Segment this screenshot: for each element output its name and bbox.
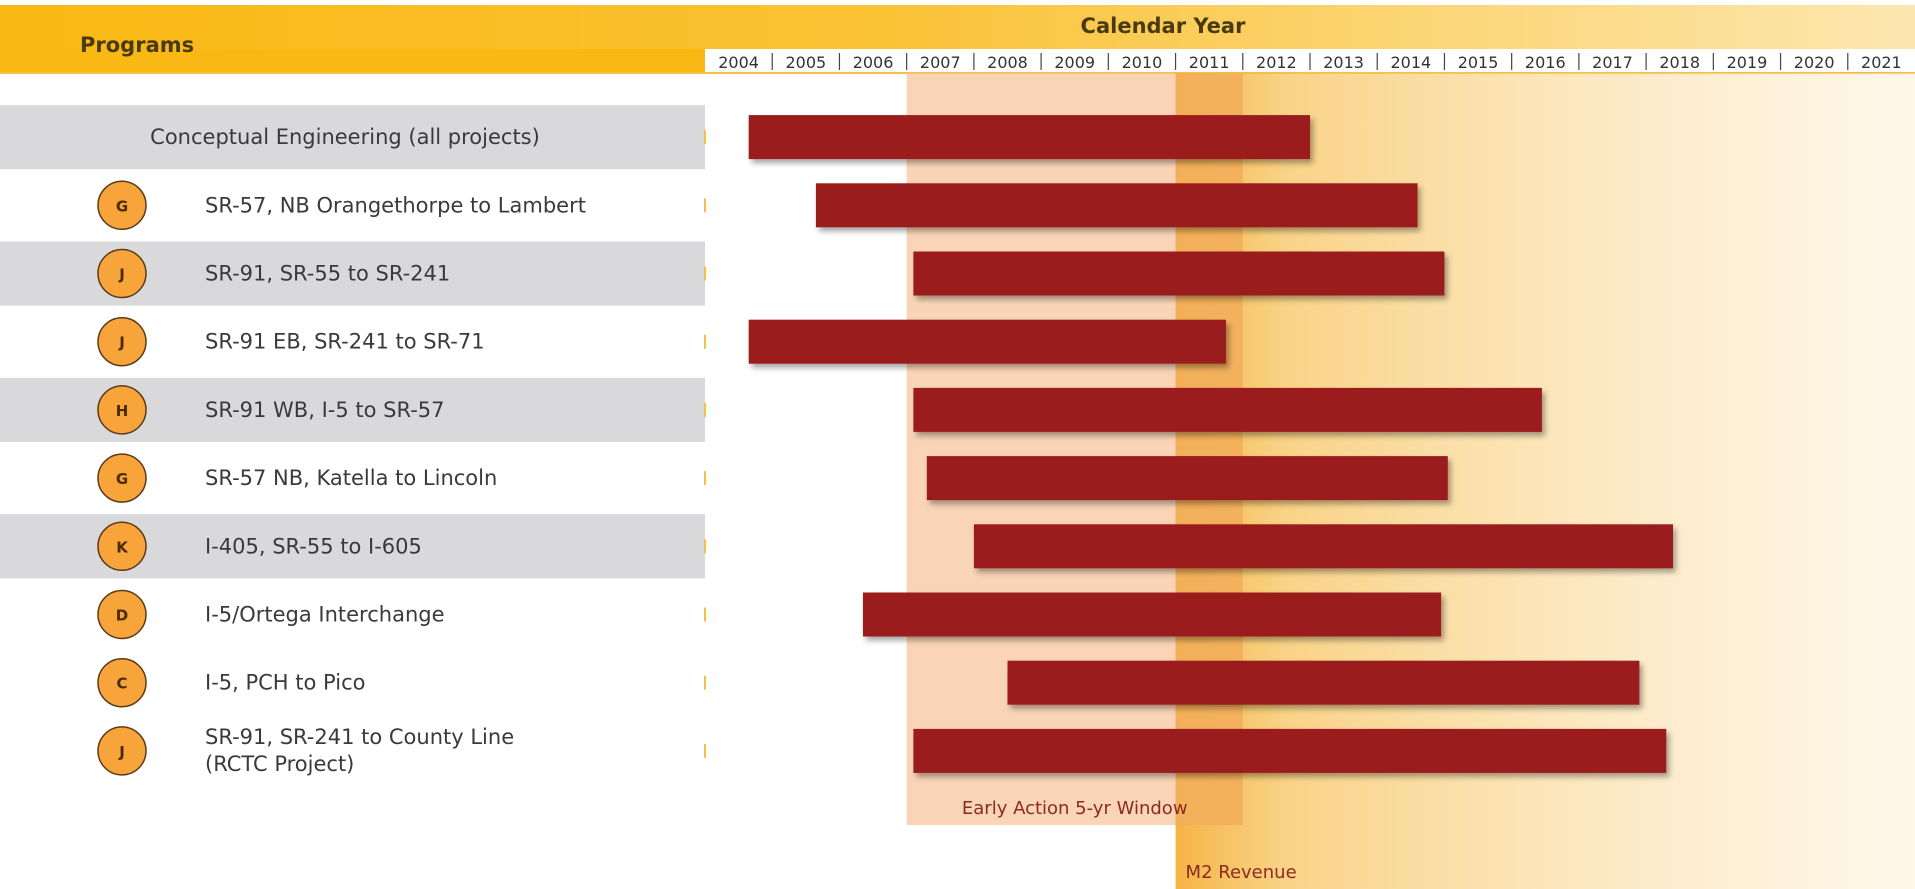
gantt-bar xyxy=(973,524,1673,569)
year-label: 2017 xyxy=(1592,53,1633,72)
rows-layer: Conceptual Engineering (all projects) G SR… xyxy=(0,101,1915,787)
year-label: 2010 xyxy=(1122,53,1163,72)
program-badge-letter: G xyxy=(116,470,128,488)
program-badge xyxy=(97,180,147,231)
header-band xyxy=(0,5,1915,49)
program-badge xyxy=(97,453,147,503)
year-label: 2008 xyxy=(987,53,1028,72)
year-label: 2018 xyxy=(1659,53,1700,72)
gantt-bar xyxy=(926,456,1448,501)
programs-header-band xyxy=(0,49,705,73)
row-label: I-5/Ortega Interchange xyxy=(205,603,445,627)
gantt-bar xyxy=(748,115,1310,160)
program-badge xyxy=(97,521,147,572)
program-badge xyxy=(97,385,147,435)
row-label: SR-91, SR-55 to SR-241 xyxy=(205,262,450,286)
bars-layer xyxy=(748,115,1673,773)
row-label: SR-91 EB, SR-241 to SR-71 xyxy=(205,330,485,354)
row-label: SR-91, SR-241 to County Line xyxy=(205,725,514,749)
gantt-bar xyxy=(913,728,1667,773)
year-label: 2005 xyxy=(785,53,826,72)
program-badge xyxy=(97,248,147,299)
year-label: 2009 xyxy=(1054,53,1095,72)
early-action-window-label: Early Action 5-yr Window xyxy=(962,798,1188,819)
program-badge xyxy=(97,589,147,640)
program-badge-letter: K xyxy=(116,538,129,556)
gantt-bar xyxy=(862,592,1442,637)
row-label: SR-91 WB, I-5 to SR-57 xyxy=(205,398,445,422)
row-label-line2: (RCTC Project) xyxy=(205,752,354,776)
row-label: I-405, SR-55 to I-605 xyxy=(205,534,422,558)
gantt-bar xyxy=(1007,660,1640,705)
year-label: 2012 xyxy=(1256,53,1297,72)
row-label: I-5, PCH to Pico xyxy=(205,671,365,695)
year-label: 2011 xyxy=(1189,53,1230,72)
year-label: 2019 xyxy=(1727,53,1768,72)
program-badge-letter: J xyxy=(118,743,125,761)
m2-revenue-label: M2 Revenue xyxy=(1186,862,1297,883)
program-badge-letter: C xyxy=(116,675,127,693)
program-badge-letter: J xyxy=(118,266,125,284)
gantt-bar xyxy=(748,319,1226,364)
row-label: SR-57 NB, Katella to Lincoln xyxy=(205,466,497,490)
program-badge-letter: J xyxy=(118,334,125,352)
program-badge-letter: G xyxy=(116,197,128,215)
program-badge xyxy=(97,316,147,367)
program-badge-letter: D xyxy=(116,607,128,625)
year-label: 2006 xyxy=(853,53,894,72)
gantt-bar xyxy=(913,251,1445,296)
year-label: 2014 xyxy=(1390,53,1431,72)
calendar-year-header-label: Calendar Year xyxy=(1081,14,1247,38)
year-label: 2004 xyxy=(718,53,759,72)
year-label: 2013 xyxy=(1323,53,1364,72)
year-label: 2007 xyxy=(920,53,961,72)
gantt-bar xyxy=(815,183,1418,228)
year-label: 2016 xyxy=(1525,53,1566,72)
program-badge xyxy=(97,657,147,708)
row-label: Conceptual Engineering (all projects) xyxy=(150,125,540,149)
row-label: SR-57, NB Orangethorpe to Lambert xyxy=(205,193,586,217)
programs-header-label: Programs xyxy=(80,33,194,57)
years-layer: 2004 2005 2006 2007 2008 2009 2010 2011 2012 2013… xyxy=(718,53,1902,72)
year-label: 2015 xyxy=(1458,53,1499,72)
gantt-bar xyxy=(913,387,1542,432)
year-label: 2020 xyxy=(1794,53,1835,72)
program-badge xyxy=(97,726,147,776)
year-label: 2021 xyxy=(1861,53,1902,72)
row-shade xyxy=(0,105,705,170)
program-badge-letter: H xyxy=(116,402,129,420)
